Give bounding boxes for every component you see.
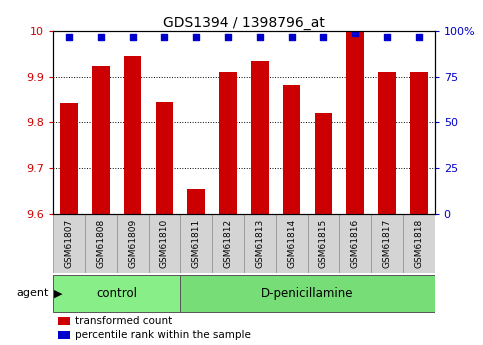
Point	[256, 34, 264, 39]
Bar	[308, 214, 339, 273]
Text: GSM61810: GSM61810	[160, 219, 169, 268]
Bar	[53, 275, 180, 312]
Text: GSM61813: GSM61813	[256, 219, 264, 268]
Point	[288, 34, 296, 39]
Bar	[149, 214, 180, 273]
Text: control: control	[96, 287, 137, 300]
Text: transformed count: transformed count	[75, 316, 172, 326]
Bar	[410, 72, 427, 214]
Bar	[403, 214, 435, 273]
Bar	[85, 214, 117, 273]
Bar	[117, 214, 149, 273]
Point	[129, 34, 137, 39]
Text: D-penicillamine: D-penicillamine	[261, 287, 354, 300]
Bar	[219, 72, 237, 214]
Point	[65, 34, 73, 39]
Text: GSM61807: GSM61807	[65, 219, 73, 268]
Bar	[187, 189, 205, 214]
Bar	[180, 214, 212, 273]
Bar	[251, 61, 269, 214]
Bar	[92, 66, 110, 214]
Text: percentile rank within the sample: percentile rank within the sample	[75, 330, 251, 340]
Point	[415, 34, 423, 39]
Point	[383, 34, 391, 39]
Text: GSM61816: GSM61816	[351, 219, 360, 268]
Bar	[346, 31, 364, 214]
Bar	[339, 214, 371, 273]
Bar	[58, 331, 70, 339]
Bar	[244, 214, 276, 273]
Point	[351, 30, 359, 36]
Text: GSM61818: GSM61818	[414, 219, 423, 268]
Point	[97, 34, 105, 39]
Bar	[371, 214, 403, 273]
Text: GSM61809: GSM61809	[128, 219, 137, 268]
Bar	[212, 214, 244, 273]
Text: GSM61808: GSM61808	[96, 219, 105, 268]
Bar	[283, 85, 300, 214]
Bar	[314, 113, 332, 214]
Bar	[58, 317, 70, 325]
Bar	[180, 275, 435, 312]
Bar	[276, 214, 308, 273]
Text: GSM61817: GSM61817	[383, 219, 392, 268]
Text: GSM61814: GSM61814	[287, 219, 296, 268]
Point	[224, 34, 232, 39]
Text: GSM61815: GSM61815	[319, 219, 328, 268]
Point	[320, 34, 327, 39]
Bar	[60, 103, 78, 214]
Bar	[378, 72, 396, 214]
Point	[160, 34, 168, 39]
Title: GDS1394 / 1398796_at: GDS1394 / 1398796_at	[163, 16, 325, 30]
Bar	[156, 102, 173, 214]
Text: agent: agent	[16, 288, 48, 298]
Point	[192, 34, 200, 39]
Text: GSM61811: GSM61811	[192, 219, 201, 268]
Bar	[124, 56, 142, 214]
Bar	[53, 214, 85, 273]
Text: ▶: ▶	[54, 288, 63, 298]
Text: GSM61812: GSM61812	[224, 219, 232, 268]
